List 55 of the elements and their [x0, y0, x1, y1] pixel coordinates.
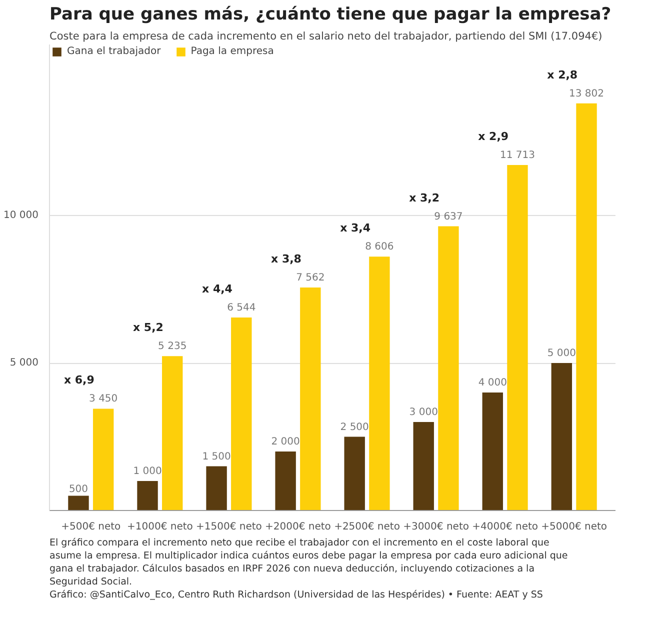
- data-label: 3 000: [409, 407, 438, 418]
- bar: [275, 452, 296, 510]
- data-label: 9 637: [434, 211, 463, 222]
- data-label: 2 500: [340, 422, 369, 433]
- legend-label: Gana el trabajador: [67, 46, 161, 57]
- data-label: 2 000: [271, 436, 300, 448]
- bar: [344, 436, 365, 510]
- annotation: x 6,9: [64, 374, 94, 387]
- legend-label: Paga la empresa: [190, 46, 274, 57]
- annotation: x 2,9: [478, 130, 509, 144]
- bar: [413, 422, 434, 510]
- bar: [231, 317, 252, 510]
- annotation: x 3,2: [409, 191, 440, 204]
- annotation: x 5,2: [133, 321, 164, 334]
- bar: [438, 226, 459, 510]
- data-label: 1 500: [202, 451, 231, 462]
- x-tick-label: +2500€ neto: [334, 522, 400, 532]
- data-label: 5 000: [547, 348, 576, 360]
- bar: [482, 392, 503, 510]
- data-label: 1 000: [133, 466, 162, 478]
- x-tick-label: +1500€ neto: [196, 522, 262, 532]
- x-tick-label: +5000€ neto: [541, 522, 608, 532]
- data-label: 7 562: [296, 272, 325, 284]
- x-tick-label: +3000€ neto: [403, 522, 469, 532]
- data-label: 5 235: [158, 341, 187, 352]
- y-tick-label: 10 000: [4, 210, 39, 222]
- bar: [507, 165, 528, 510]
- data-label: 8 606: [365, 242, 394, 253]
- bar: [551, 363, 572, 510]
- bar: [68, 496, 89, 510]
- x-tick-label: +500€ neto: [61, 522, 121, 532]
- x-tick-label: +4000€ neto: [472, 522, 538, 532]
- x-tick-label: +2000€ neto: [265, 522, 331, 532]
- bar: [576, 103, 597, 510]
- chart-subtitle: Coste para la empresa de cada incremento en el salario neto del trabajador, partiendo del SMI (17.094€): [50, 30, 602, 42]
- data-label: 11 713: [500, 150, 535, 162]
- x-tick-label: +1000€ neto: [126, 522, 193, 532]
- bar: [137, 481, 158, 510]
- text: Gráfico: @SantiCalvo_Eco, Centro Ruth Richardson (Universidad de las Hespérides) • Fuente: AEAT y SS: [50, 590, 543, 600]
- annotation: x 3,8: [271, 252, 302, 266]
- bar: [206, 466, 227, 510]
- chart-title: Para que ganes más, ¿cuánto tiene que pagar la empresa?: [50, 4, 612, 24]
- bar: [300, 287, 321, 510]
- annotation: x 4,4: [202, 282, 233, 296]
- data-label: 500: [68, 484, 88, 495]
- data-label: 6 544: [227, 302, 256, 314]
- annotation: x 3,4: [340, 222, 371, 235]
- bar: [162, 356, 183, 510]
- data-label: 4 000: [478, 378, 507, 389]
- data-label: 13 802: [569, 88, 604, 100]
- data-label: 3 450: [89, 394, 118, 405]
- bar: [92, 408, 114, 510]
- annotation: x 2,8: [547, 68, 578, 82]
- bar: [369, 256, 390, 510]
- text: El gráfico compara el incremento neto que recibe el trabajador con el incremento en el coste laboral que asume la empresa. El multiplicador indica cuántos euros debe pagar la empresa por cada euro adicional que gana el trabajador. Cálculos basados en IRPF 2026 con nueva deducción, incluyendo cotizaciones a la Seguridad Social.: [50, 538, 568, 588]
